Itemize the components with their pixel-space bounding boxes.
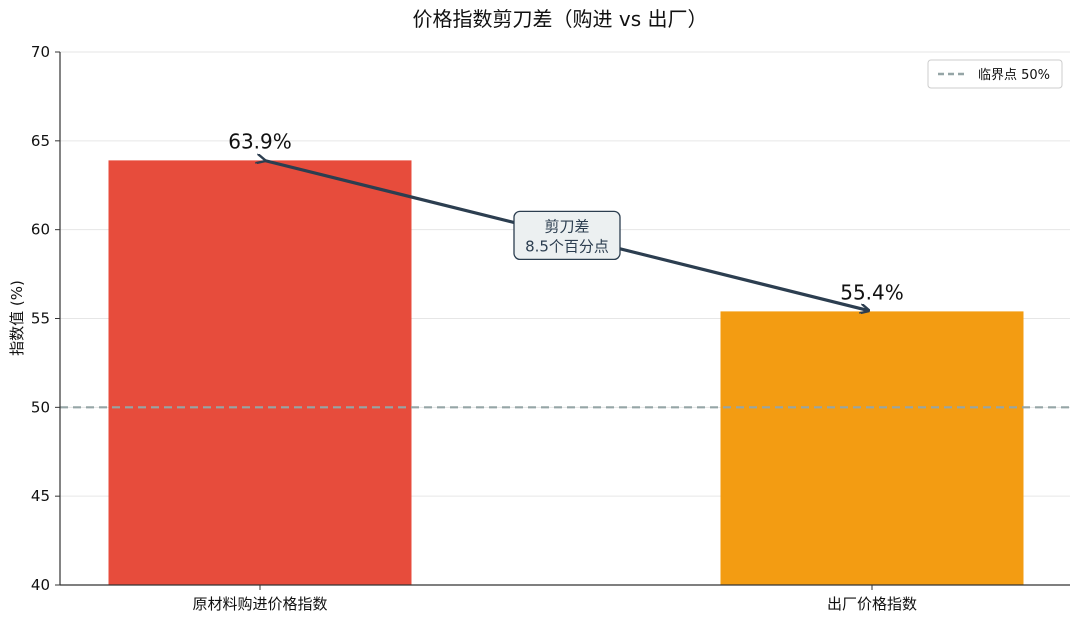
y-axis-label: 指数值 (%)	[8, 280, 26, 356]
x-tick-label: 出厂价格指数	[827, 595, 917, 613]
y-tick-label: 70	[31, 43, 50, 61]
y-tick-label: 50	[31, 398, 50, 416]
legend-box	[927, 59, 1063, 89]
bar	[720, 311, 1024, 585]
y-tick-label: 60	[31, 221, 50, 239]
annotation-value: 8.5个百分点	[525, 237, 609, 255]
bar-value-label: 55.4%	[840, 280, 904, 304]
annotation-title: 剪刀差	[544, 217, 589, 235]
legend: 临界点 50%	[927, 59, 1063, 89]
y-tick-label: 45	[31, 487, 50, 505]
y-tick-label: 55	[31, 310, 50, 328]
bar-value-label: 63.9%	[228, 129, 292, 153]
legend-label: 临界点 50%	[978, 68, 1050, 83]
axes: 40 45 50 55 60 65 70 原材料购进价格指数 出厂价格指数	[31, 43, 1070, 613]
x-tick-label: 原材料购进价格指数	[192, 595, 327, 613]
y-tick-label: 65	[31, 132, 50, 150]
bar	[108, 160, 412, 586]
chart-title: 价格指数剪刀差（购进 vs 出厂）	[413, 7, 708, 31]
y-tick-label: 40	[31, 576, 50, 594]
annotation-box	[513, 210, 621, 261]
bars: 63.9% 55.4%	[108, 129, 1024, 586]
scissors-gap-annotation: 剪刀差 8.5个百分点	[264, 160, 868, 310]
